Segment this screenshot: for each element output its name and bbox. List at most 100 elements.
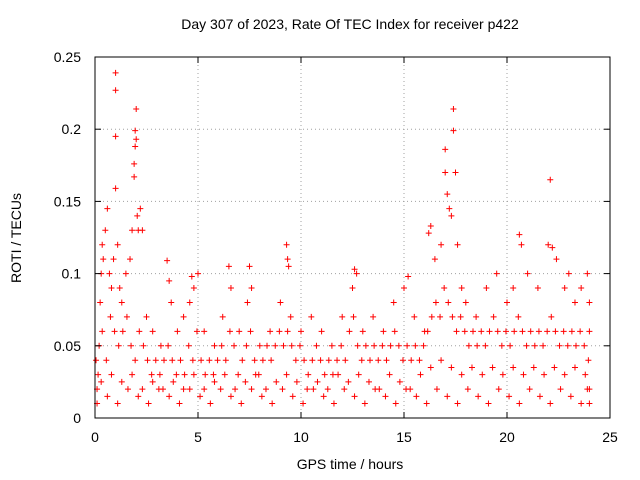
data-point bbox=[287, 313, 294, 320]
data-point bbox=[358, 357, 365, 364]
data-point bbox=[244, 299, 251, 306]
data-point bbox=[395, 342, 402, 349]
data-point bbox=[140, 342, 147, 349]
data-point bbox=[207, 400, 214, 407]
y-tick-label: 0.1 bbox=[62, 266, 82, 282]
data-point bbox=[379, 342, 386, 349]
data-point bbox=[354, 342, 361, 349]
data-point bbox=[225, 263, 232, 270]
data-point bbox=[504, 299, 510, 306]
data-point bbox=[375, 357, 382, 364]
data-point bbox=[561, 285, 568, 292]
data-point bbox=[108, 285, 115, 292]
data-point bbox=[571, 299, 578, 306]
data-point bbox=[95, 371, 102, 378]
data-point bbox=[515, 313, 522, 320]
data-point bbox=[116, 285, 123, 292]
data-point bbox=[264, 342, 271, 349]
data-point bbox=[568, 328, 575, 335]
data-point bbox=[221, 371, 228, 378]
data-point bbox=[454, 400, 461, 407]
data-point bbox=[166, 277, 173, 284]
data-point bbox=[342, 357, 349, 364]
data-point bbox=[432, 299, 439, 306]
data-point bbox=[131, 173, 138, 180]
data-point bbox=[161, 357, 168, 364]
data-point bbox=[380, 328, 387, 335]
data-point bbox=[450, 105, 457, 112]
data-point bbox=[235, 371, 242, 378]
data-point bbox=[330, 400, 337, 407]
data-point bbox=[149, 328, 156, 335]
data-point bbox=[268, 357, 275, 364]
data-point bbox=[284, 328, 291, 335]
data-point bbox=[238, 400, 245, 407]
data-point bbox=[251, 357, 258, 364]
data-point bbox=[157, 342, 164, 349]
data-point bbox=[248, 386, 255, 393]
data-point bbox=[458, 285, 465, 292]
data-point bbox=[536, 393, 543, 400]
data-point bbox=[239, 357, 246, 364]
data-point bbox=[452, 169, 459, 176]
data-point bbox=[267, 328, 274, 335]
data-point bbox=[486, 328, 493, 335]
data-point bbox=[448, 212, 455, 219]
data-point bbox=[218, 342, 225, 349]
data-point bbox=[156, 371, 163, 378]
data-point bbox=[180, 386, 187, 393]
data-point bbox=[176, 400, 183, 407]
data-point bbox=[210, 371, 217, 378]
data-point bbox=[168, 299, 175, 306]
data-point bbox=[123, 313, 130, 320]
data-point bbox=[461, 328, 468, 335]
data-point bbox=[206, 357, 213, 364]
data-point bbox=[247, 328, 254, 335]
data-point bbox=[110, 256, 117, 263]
data-point bbox=[145, 400, 152, 407]
data-point bbox=[298, 328, 304, 335]
data-point bbox=[442, 146, 449, 153]
data-point bbox=[104, 205, 111, 212]
data-point bbox=[545, 241, 552, 248]
x-tick-label: 25 bbox=[602, 429, 618, 445]
data-point bbox=[446, 205, 453, 212]
data-point bbox=[371, 342, 378, 349]
data-point bbox=[479, 371, 486, 378]
data-point bbox=[190, 285, 197, 292]
x-tick-label: 10 bbox=[293, 429, 309, 445]
data-point bbox=[511, 328, 518, 335]
data-point bbox=[540, 342, 547, 349]
x-tick-label: 15 bbox=[396, 429, 412, 445]
data-point bbox=[424, 328, 431, 335]
data-point bbox=[217, 386, 224, 393]
data-point bbox=[201, 386, 208, 393]
data-point bbox=[202, 371, 209, 378]
data-point bbox=[370, 313, 377, 320]
data-point bbox=[535, 328, 542, 335]
data-point bbox=[405, 273, 412, 280]
data-point bbox=[164, 257, 171, 264]
data-point bbox=[149, 378, 156, 385]
data-point bbox=[420, 342, 427, 349]
data-point bbox=[560, 328, 567, 335]
data-point bbox=[556, 342, 563, 349]
data-point bbox=[345, 378, 352, 385]
data-point bbox=[339, 313, 346, 320]
data-point bbox=[506, 393, 513, 400]
data-point bbox=[392, 400, 399, 407]
data-point bbox=[449, 313, 456, 320]
data-point bbox=[211, 342, 218, 349]
data-point bbox=[483, 285, 490, 292]
data-point bbox=[143, 313, 150, 320]
data-point bbox=[541, 371, 548, 378]
data-point bbox=[136, 328, 143, 335]
data-point bbox=[561, 371, 568, 378]
data-point bbox=[571, 364, 578, 371]
data-point bbox=[259, 357, 266, 364]
data-point bbox=[129, 371, 136, 378]
data-point bbox=[112, 87, 119, 94]
data-point bbox=[502, 328, 509, 335]
data-point bbox=[404, 342, 411, 349]
data-point bbox=[530, 364, 537, 371]
